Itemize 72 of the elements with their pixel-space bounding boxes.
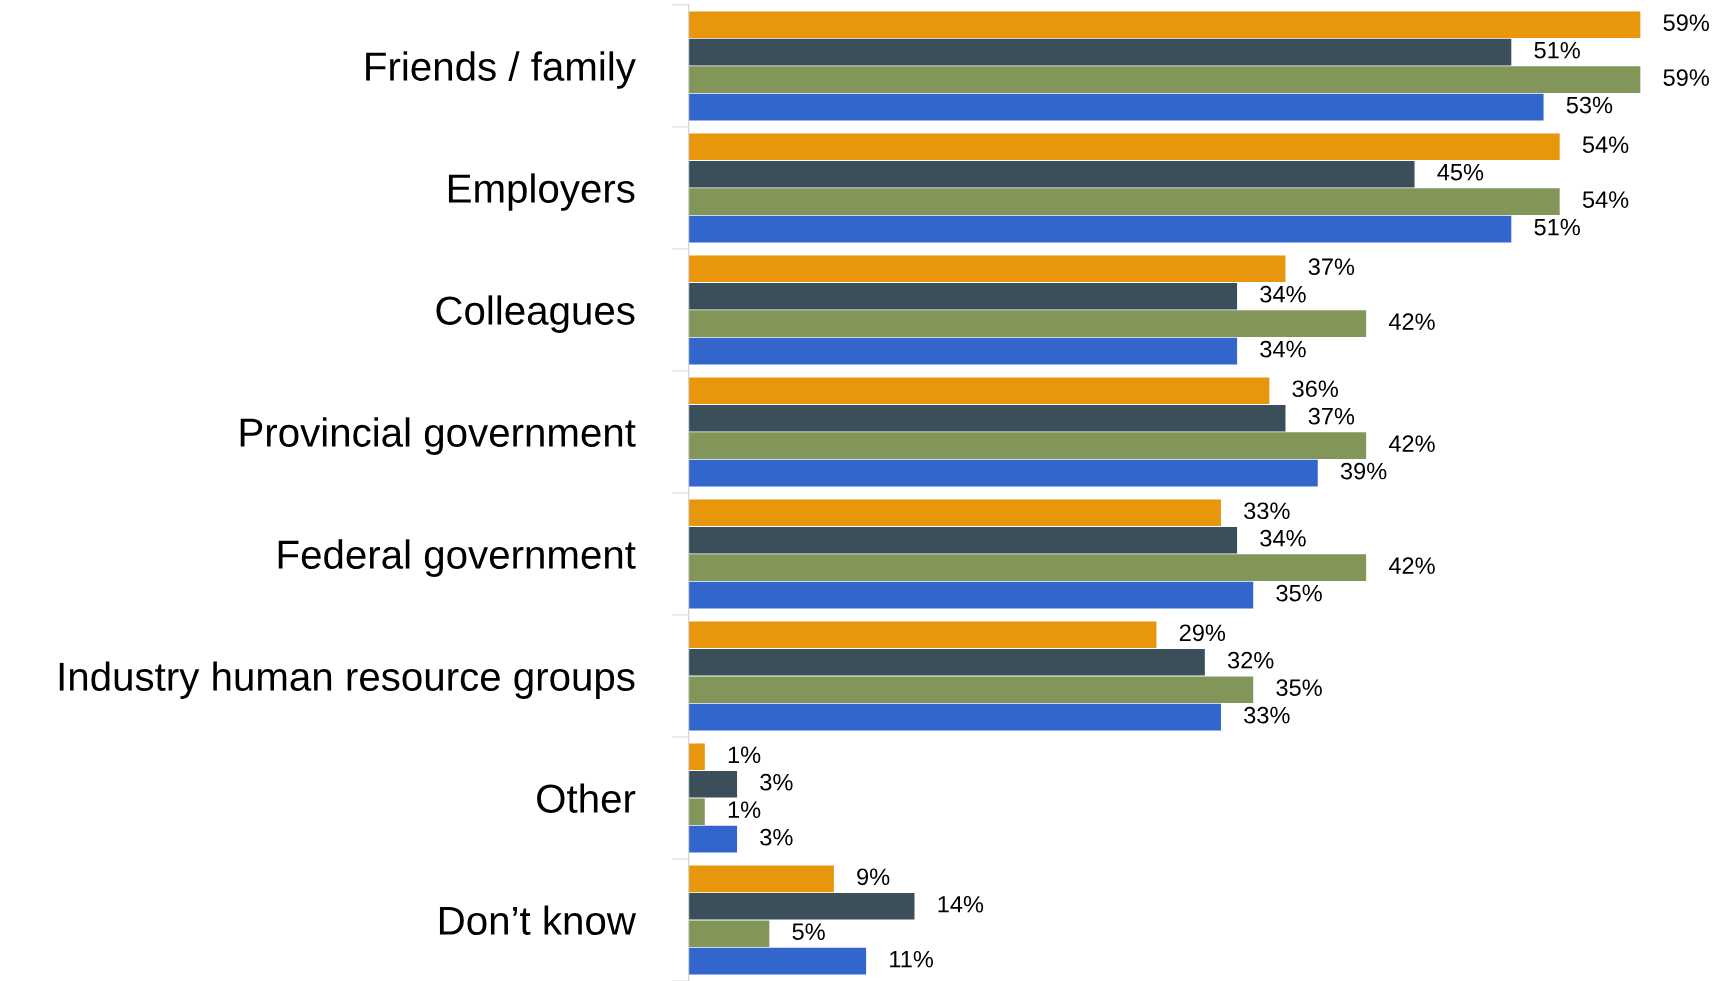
y-tick-label: Colleagues bbox=[436, 295, 635, 333]
data-label: 42% bbox=[1388, 435, 1435, 452]
bar bbox=[688, 920, 770, 948]
bar bbox=[688, 947, 867, 975]
data-label: 3% bbox=[760, 828, 793, 846]
bar bbox=[688, 66, 1641, 93]
data-label: 1% bbox=[728, 801, 761, 818]
bar bbox=[688, 892, 915, 920]
data-label: 11% bbox=[890, 950, 933, 968]
data-label: 34% bbox=[1260, 340, 1306, 358]
y-tick-label: Provincial government bbox=[240, 417, 636, 455]
data-label: 51% bbox=[1534, 218, 1580, 236]
data-label: 34% bbox=[1260, 529, 1306, 547]
y-tick-label: Federal government bbox=[278, 539, 636, 577]
data-label: 54% bbox=[1582, 136, 1629, 154]
data-label: 1% bbox=[728, 746, 761, 764]
bar bbox=[688, 188, 1560, 215]
data-label: 5% bbox=[792, 923, 825, 941]
y-tick-label: Other bbox=[537, 783, 636, 813]
data-label: 34% bbox=[1260, 285, 1306, 303]
y-tick-label: Employers bbox=[448, 173, 635, 211]
bar bbox=[688, 648, 1205, 676]
bar bbox=[688, 703, 1221, 731]
bar bbox=[688, 133, 1560, 161]
bar bbox=[688, 432, 1367, 459]
data-label: 45% bbox=[1437, 163, 1484, 181]
bar bbox=[688, 337, 1238, 365]
bar bbox=[688, 255, 1286, 283]
bar bbox=[688, 865, 834, 893]
bar bbox=[688, 621, 1157, 649]
data-label: 39% bbox=[1340, 462, 1387, 480]
bar bbox=[688, 310, 1367, 337]
bar bbox=[688, 38, 1512, 66]
data-label: 42% bbox=[1388, 557, 1435, 574]
y-tick-label: Don’t know bbox=[439, 905, 637, 935]
bar bbox=[688, 215, 1512, 243]
bar bbox=[688, 499, 1221, 527]
bar bbox=[688, 825, 738, 853]
bar bbox=[688, 743, 705, 771]
bar bbox=[688, 798, 705, 826]
data-label: 36% bbox=[1292, 380, 1338, 398]
data-label: 37% bbox=[1308, 407, 1355, 425]
bar bbox=[688, 459, 1318, 487]
bar bbox=[688, 581, 1254, 609]
data-label: 14% bbox=[938, 895, 984, 913]
data-label: 3% bbox=[760, 773, 793, 791]
data-label: 33% bbox=[1244, 502, 1290, 520]
bar bbox=[688, 93, 1544, 121]
bar bbox=[688, 377, 1270, 405]
y-tick-label: Friends / family bbox=[366, 51, 636, 89]
bar bbox=[688, 770, 738, 798]
y-tick-label: Industry human resource groups bbox=[59, 661, 635, 699]
data-label: 42% bbox=[1388, 313, 1435, 330]
bar bbox=[688, 11, 1641, 39]
data-label: 37% bbox=[1308, 258, 1355, 276]
bar bbox=[688, 404, 1286, 432]
data-label: 35% bbox=[1276, 584, 1322, 602]
data-label: 59% bbox=[1663, 14, 1709, 32]
data-label: 59% bbox=[1663, 69, 1709, 86]
data-label: 51% bbox=[1534, 41, 1580, 59]
bar bbox=[688, 282, 1238, 310]
data-label: 32% bbox=[1227, 651, 1274, 669]
data-label: 29% bbox=[1179, 624, 1226, 642]
data-label: 9% bbox=[857, 868, 890, 886]
data-label: 53% bbox=[1566, 96, 1613, 114]
bar bbox=[688, 554, 1367, 581]
bar bbox=[688, 526, 1238, 554]
data-label: 35% bbox=[1276, 679, 1322, 697]
data-label: 33% bbox=[1244, 706, 1290, 724]
bar bbox=[688, 676, 1254, 704]
bar bbox=[688, 160, 1415, 188]
data-label: 54% bbox=[1582, 191, 1629, 208]
